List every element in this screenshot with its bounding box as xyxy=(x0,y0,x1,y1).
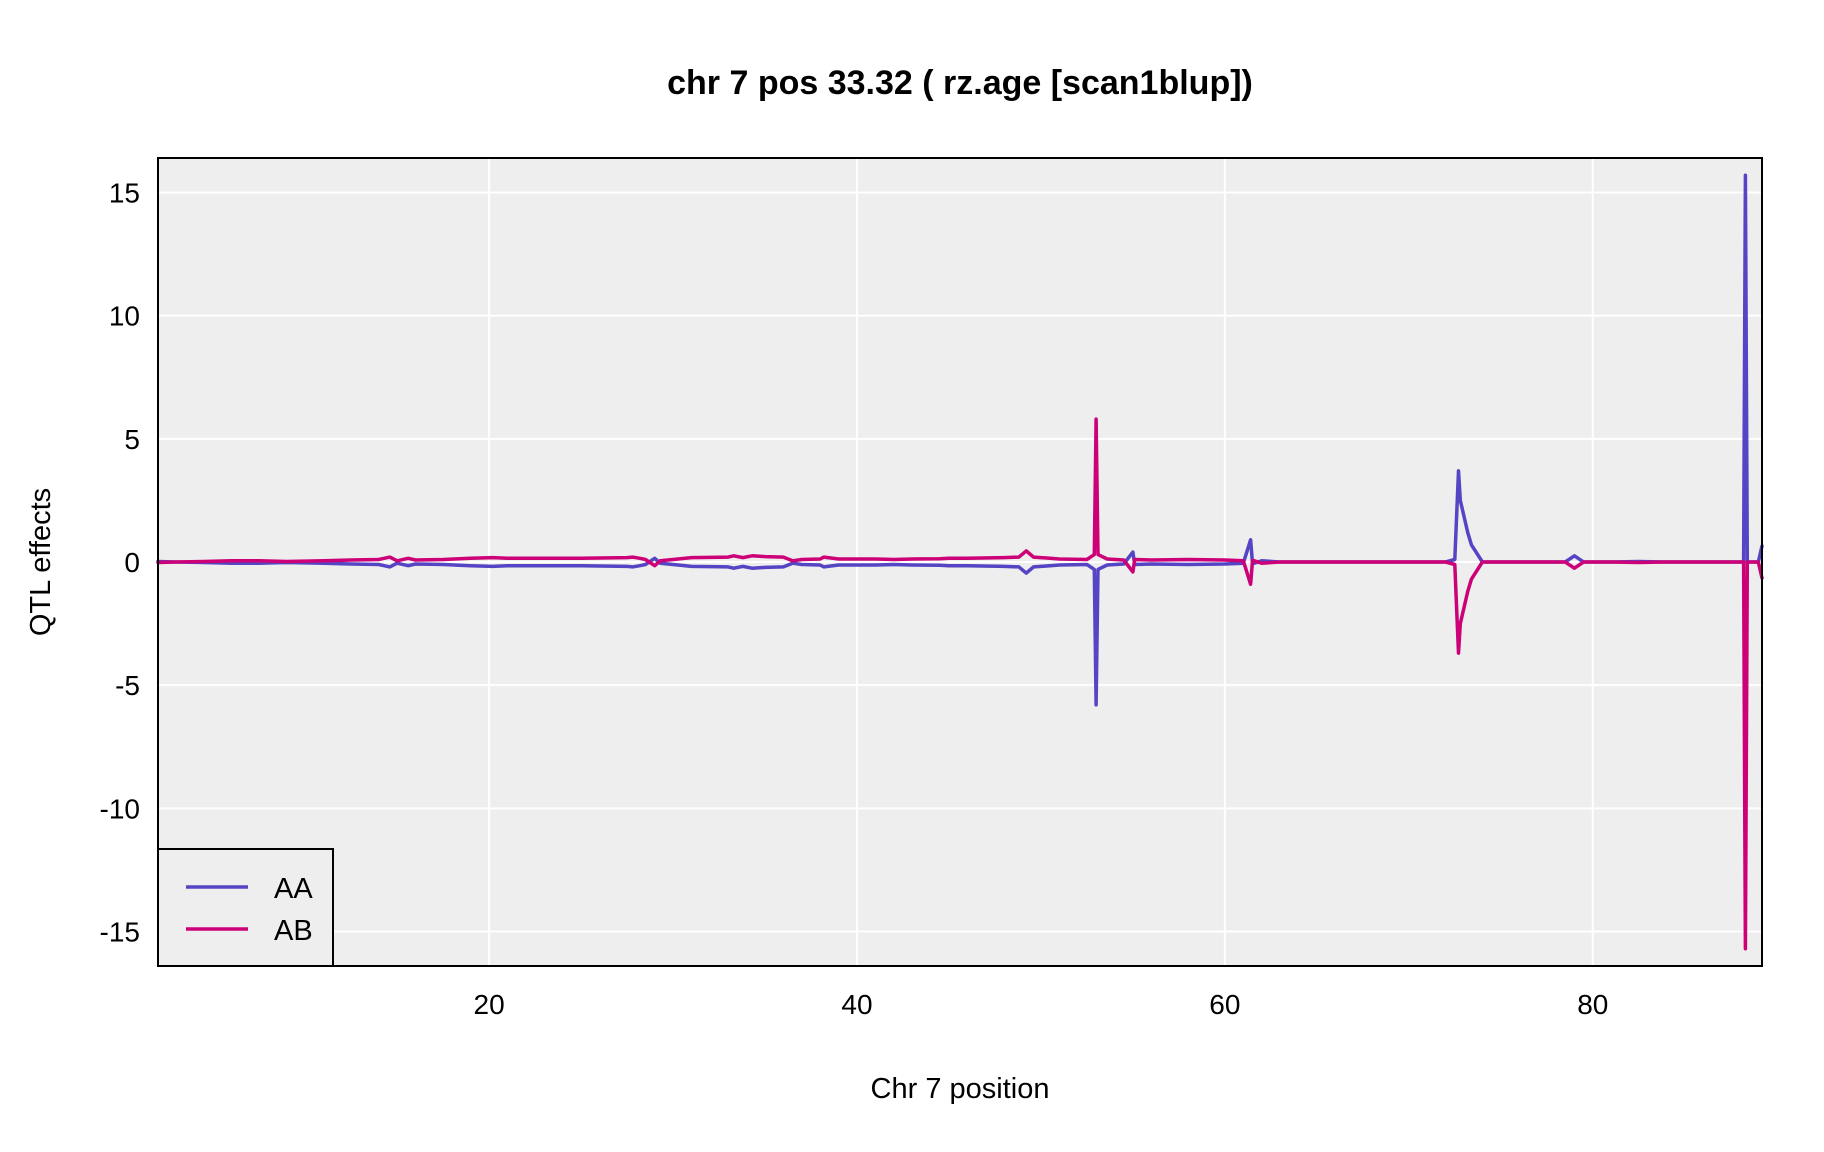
x-tick-label: 20 xyxy=(474,989,505,1020)
legend-label-ab: AB xyxy=(274,915,313,947)
y-tick-label: 5 xyxy=(124,424,140,455)
x-tick-label: 60 xyxy=(1209,989,1240,1020)
legend: AA AB xyxy=(157,848,334,967)
x-axis-label: Chr 7 position xyxy=(871,1073,1050,1105)
y-tick-label: -15 xyxy=(100,917,140,948)
y-axis-label: QTL effects xyxy=(25,488,57,636)
legend-box xyxy=(157,848,334,967)
y-tick-label: -10 xyxy=(100,793,140,824)
series-line-aa xyxy=(156,173,1764,707)
x-tick-label: 80 xyxy=(1577,989,1608,1020)
gridlines xyxy=(158,158,1762,966)
chart-title: chr 7 pos 33.32 ( rz.age [scan1blup]) xyxy=(667,64,1253,102)
plot-frame xyxy=(157,157,1763,967)
series-layer xyxy=(156,173,1764,951)
y-tick-label: 0 xyxy=(124,547,140,578)
series-line-ab xyxy=(156,417,1764,951)
y-tick-label: -5 xyxy=(115,670,140,701)
y-tick-label: 10 xyxy=(109,301,140,332)
y-axis-ticks: 15 10 5 0 -5 -10 -15 xyxy=(100,177,140,947)
x-axis-ticks: 20 40 60 80 xyxy=(474,989,1609,1020)
y-tick-label: 15 xyxy=(109,177,140,208)
x-tick-label: 40 xyxy=(841,989,872,1020)
legend-label-aa: AA xyxy=(274,873,313,905)
